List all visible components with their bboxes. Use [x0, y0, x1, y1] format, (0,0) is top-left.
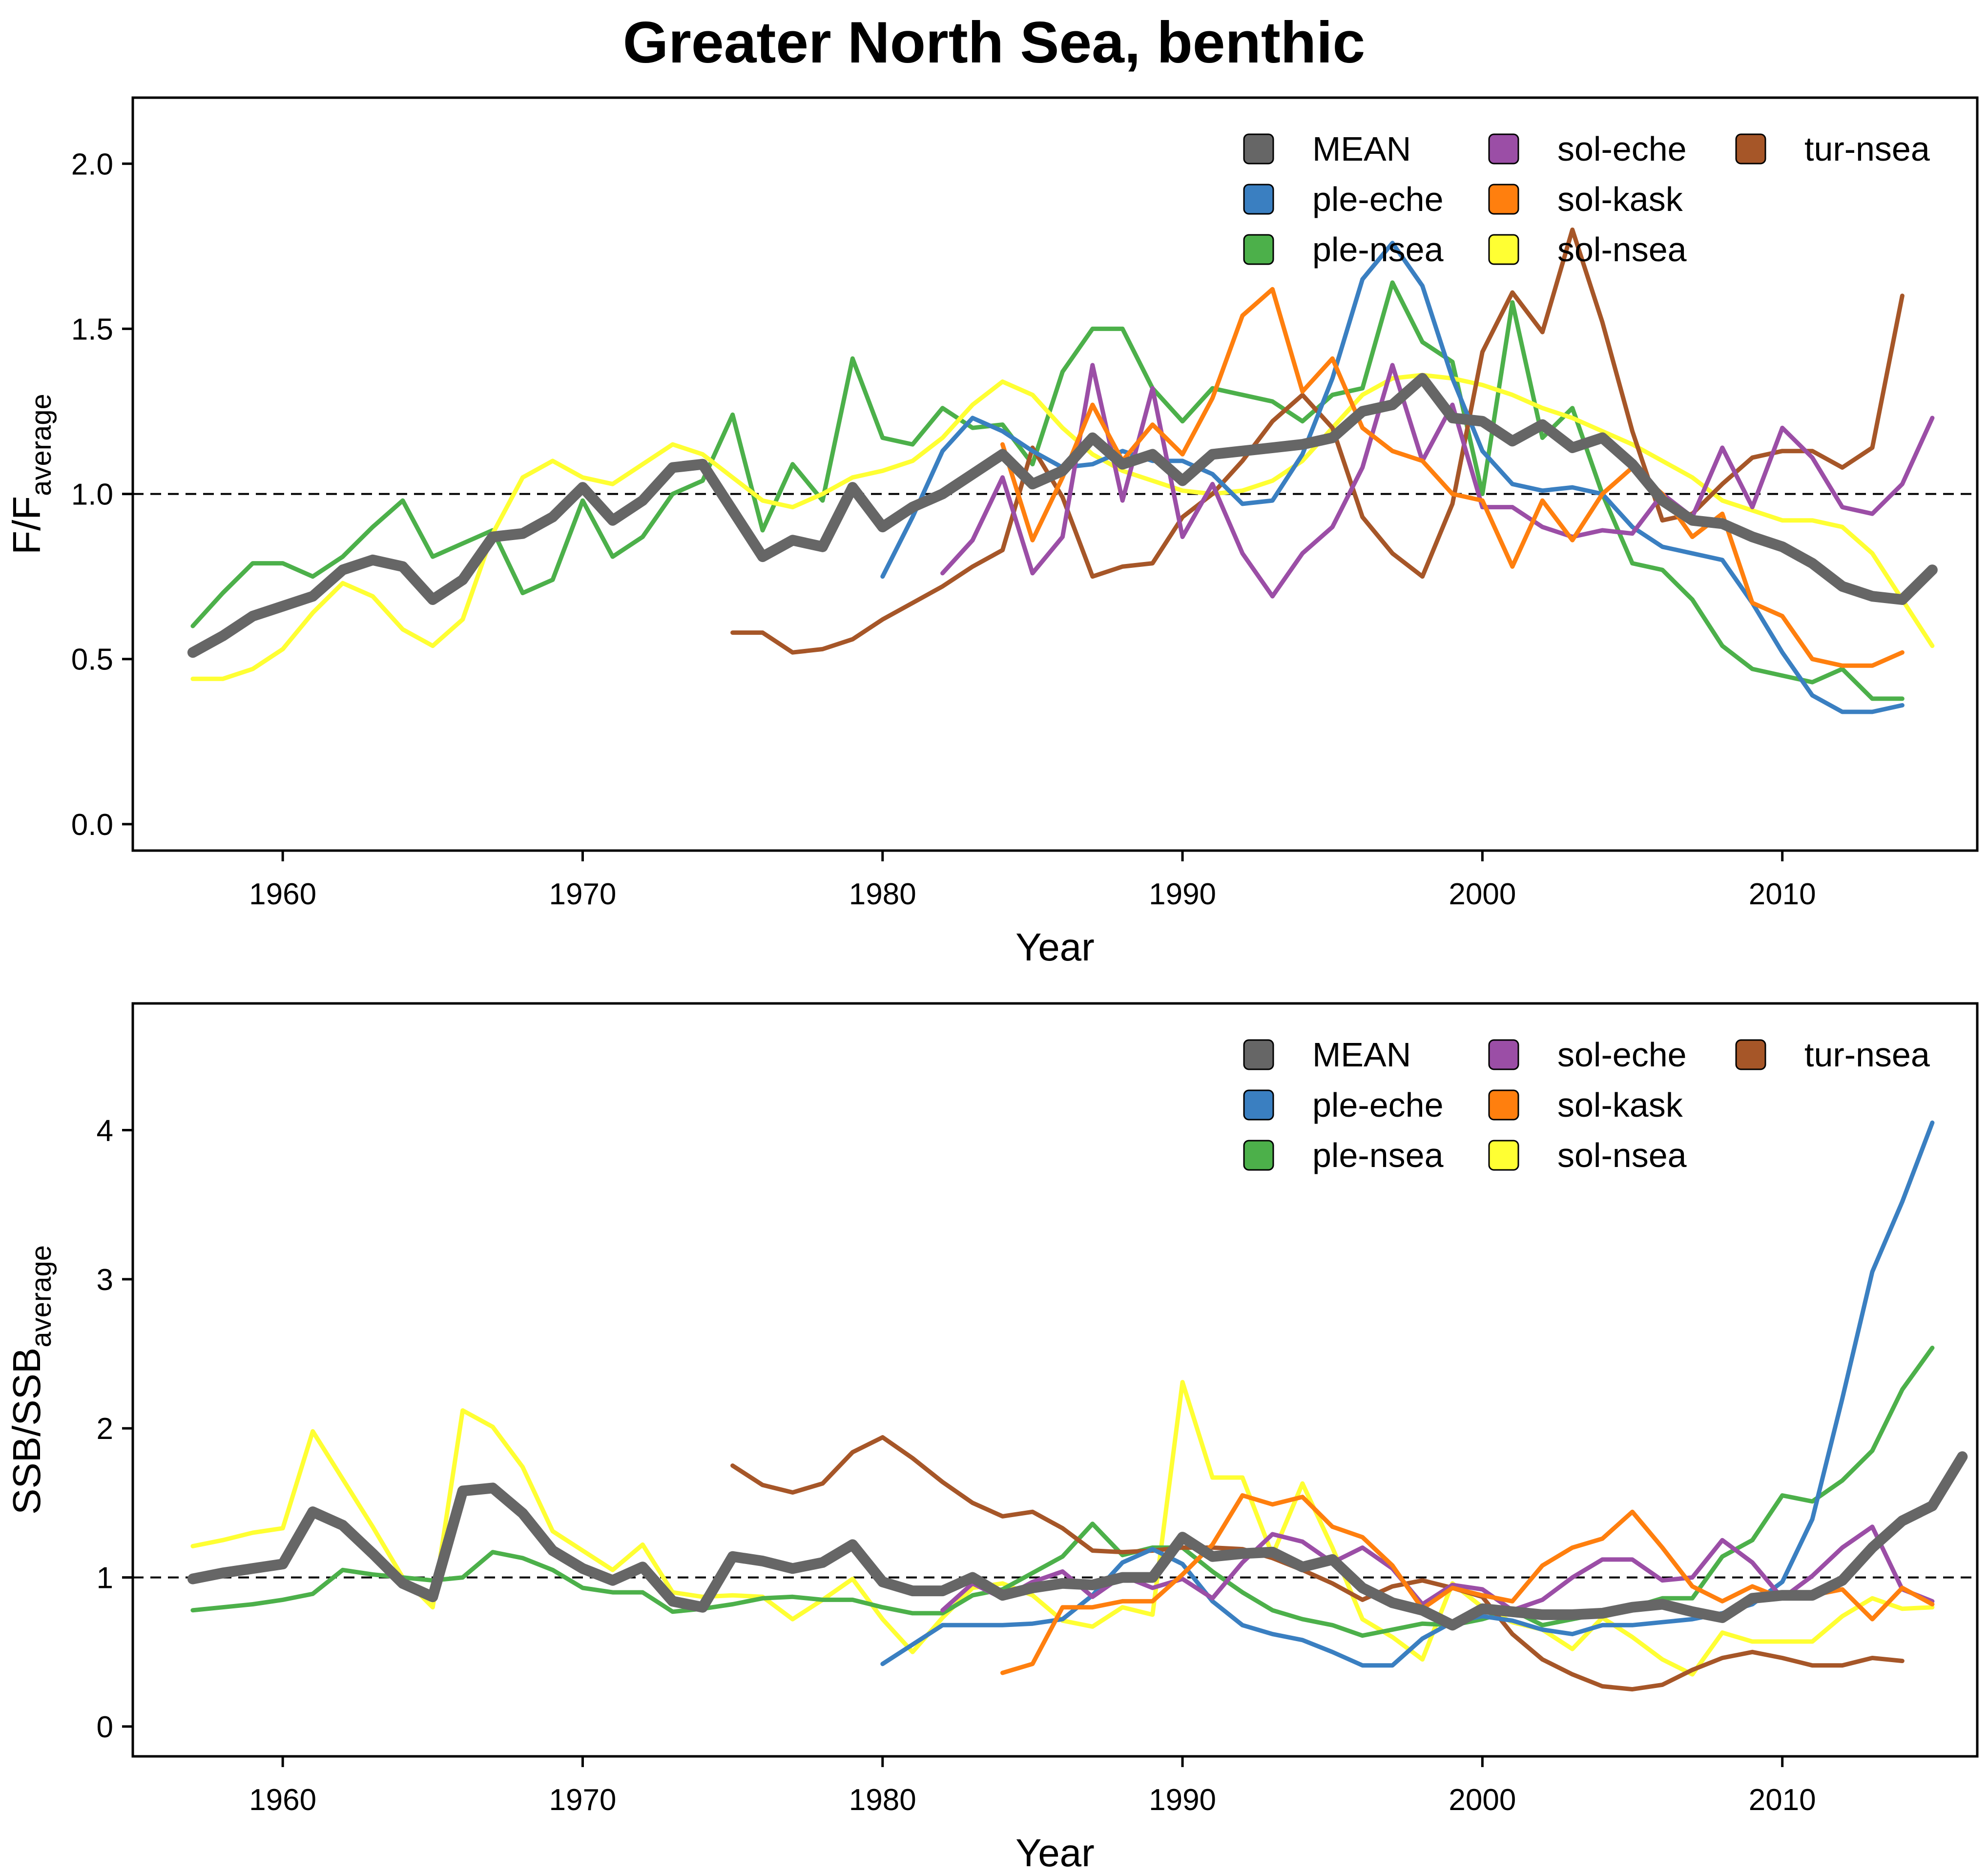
legend-swatch-sol-eche: [1488, 133, 1519, 165]
y-tick-label: 0: [97, 1710, 113, 1744]
y-tick-label: 1: [97, 1562, 113, 1595]
plot-frame: [131, 1002, 1979, 1758]
legend-swatch-MEAN: [1243, 133, 1274, 165]
y-tick-label: 2: [97, 1412, 113, 1446]
x-tick-label: 1990: [1149, 877, 1216, 911]
plot-frame: [131, 96, 1979, 852]
legend-label-tur-nsea: tur-nsea: [1804, 1036, 1930, 1074]
series-line-sol-nsea: [190, 373, 1935, 681]
series-line-ple-nsea: [190, 280, 1905, 701]
x-tick-label: 1960: [249, 877, 316, 911]
series-line-sol-kask: [1000, 287, 1905, 668]
legend-swatch-ple-nsea: [1243, 1140, 1274, 1171]
x-tick-label: 2010: [1749, 877, 1816, 911]
f-ratio-panel: 1960 1970 1980 1990 2000 2010 0.0 0.5 1.0 1.5 2.0 Y…: [5, 96, 1979, 969]
series-line-tur-nsea: [730, 1435, 1905, 1692]
x-tick-label: 1960: [249, 1783, 316, 1817]
legend-label-sol-nsea: sol-nsea: [1557, 1136, 1687, 1174]
y-axis-label-subscript: average: [25, 1245, 57, 1348]
x-tick-label: 2010: [1749, 1783, 1816, 1817]
y-axis-label: SSB/SSBaverage: [5, 1245, 57, 1515]
x-tick-label: 1980: [849, 877, 916, 911]
series-line-MEAN: [187, 1451, 1968, 1631]
legend-label-MEAN: MEAN: [1312, 130, 1411, 168]
legend-swatch-sol-kask: [1488, 1089, 1519, 1121]
series-line-ple-eche: [880, 241, 1905, 714]
x-tick-label: 1990: [1149, 1783, 1216, 1817]
legend-swatch-tur-nsea: [1735, 133, 1766, 165]
series-line-MEAN: [187, 373, 1938, 658]
chart-title: Greater North Sea, benthic: [622, 10, 1366, 75]
legend-swatch-tur-nsea: [1735, 1039, 1766, 1070]
series-line-ple-nsea: [190, 1345, 1935, 1638]
x-tick-label: 2000: [1449, 1783, 1516, 1817]
y-tick-label: 0.0: [71, 808, 113, 842]
ssb-ratio-panel: 1960 1970 1980 1990 2000 2010 0 1 2 3 4 Year SSB/SSB…: [5, 1002, 1979, 1875]
x-tick-label: 1970: [549, 877, 616, 911]
x-axis-label: Year: [1015, 1831, 1095, 1875]
y-tick-label: 3: [97, 1263, 113, 1297]
x-tick-label: 1970: [549, 1783, 616, 1817]
legend-label-sol-nsea: sol-nsea: [1557, 230, 1687, 269]
y-tick-label: 0.5: [71, 643, 113, 677]
legend-swatch-sol-eche: [1488, 1039, 1519, 1070]
x-axis-label: Year: [1015, 925, 1095, 969]
legend-swatch-ple-nsea: [1243, 234, 1274, 265]
legend-label-ple-eche: ple-eche: [1312, 1086, 1444, 1124]
legend-swatch-ple-eche: [1243, 1089, 1274, 1121]
legend-label-sol-kask: sol-kask: [1557, 1086, 1683, 1124]
y-axis-label-main: F/F: [5, 496, 48, 555]
legend-swatch-sol-kask: [1488, 184, 1519, 215]
y-axis-label-main: SSB/SSB: [5, 1348, 48, 1515]
x-tick-label: 1980: [849, 1783, 916, 1817]
y-tick-label: 1.0: [71, 478, 113, 512]
legend-swatch-sol-nsea: [1488, 234, 1519, 265]
legend-label-tur-nsea: tur-nsea: [1804, 130, 1930, 168]
legend-label-sol-eche: sol-eche: [1557, 130, 1687, 168]
y-tick-label: 2.0: [71, 147, 113, 181]
y-axis-label-subscript: average: [25, 394, 57, 496]
y-tick-label: 4: [97, 1114, 113, 1148]
legend-label-ple-nsea: ple-nsea: [1312, 230, 1444, 269]
legend-swatch-ple-eche: [1243, 184, 1274, 215]
legend-label-sol-eche: sol-eche: [1557, 1036, 1687, 1074]
legend-label-sol-kask: sol-kask: [1557, 180, 1683, 218]
legend-label-ple-nsea: ple-nsea: [1312, 1136, 1444, 1174]
y-tick-label: 1.5: [71, 312, 113, 346]
x-tick-label: 2000: [1449, 877, 1516, 911]
legend-label-MEAN: MEAN: [1312, 1036, 1411, 1074]
legend-swatch-sol-nsea: [1488, 1140, 1519, 1171]
legend-label-ple-eche: ple-eche: [1312, 180, 1444, 218]
y-axis-label: F/Faverage: [5, 394, 57, 555]
legend-swatch-MEAN: [1243, 1039, 1274, 1070]
